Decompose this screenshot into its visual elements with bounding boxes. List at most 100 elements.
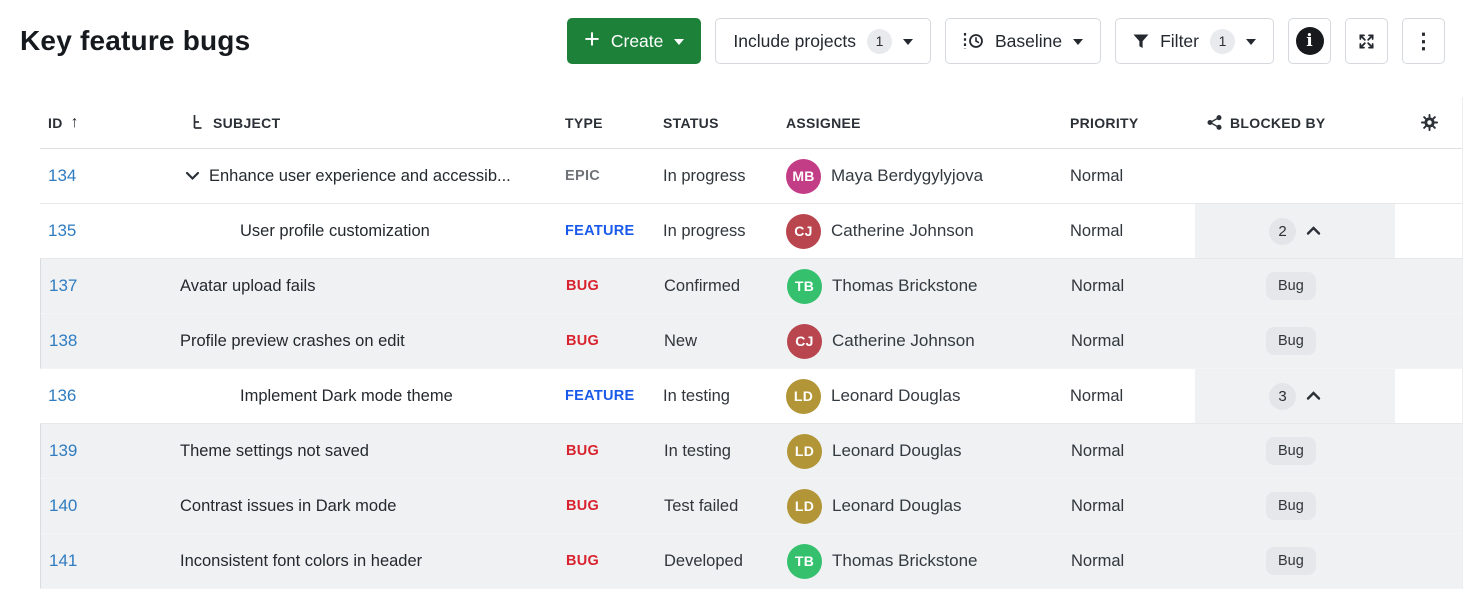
include-projects-label: Include projects (733, 30, 856, 51)
subject-text[interactable]: Implement Dark mode theme (240, 386, 453, 405)
avatar: LD (787, 488, 822, 524)
fullscreen-expand-icon (1357, 32, 1376, 51)
blocked-by-cell: Bug (1196, 259, 1396, 313)
work-package-id-link[interactable]: 137 (49, 276, 78, 295)
type-label[interactable]: BUG (566, 498, 600, 514)
status-label[interactable]: In testing (664, 441, 731, 460)
more-options-button[interactable]: ⋮ (1402, 18, 1445, 64)
table-row[interactable]: 135 User profile customization FEATURE I… (40, 204, 1462, 259)
type-label[interactable]: BUG (566, 333, 600, 349)
relation-type-chip[interactable]: Bug (1266, 492, 1316, 520)
column-header-assignee[interactable]: ASSIGNEE (786, 114, 861, 131)
relation-group-collapse-button[interactable]: 3 (1195, 382, 1321, 410)
blocked-by-cell: Bug (1196, 314, 1396, 368)
table-settings-button[interactable] (1395, 97, 1463, 148)
status-label[interactable]: Confirmed (664, 276, 741, 295)
work-package-id-link[interactable]: 134 (48, 166, 77, 185)
info-button[interactable]: i (1288, 18, 1331, 64)
assignee-cell[interactable]: LD Leonard Douglas (780, 369, 1060, 423)
column-header-status[interactable]: STATUS (663, 114, 719, 131)
assignee-cell[interactable]: MB Maya Berdygylyjova (780, 149, 1060, 203)
assignee-cell[interactable]: TB Thomas Brickstone (781, 259, 1061, 313)
table-row[interactable]: 134 Enhance user experience and accessib… (40, 149, 1462, 204)
table-header-row: ID ↑ SUBJECT TYPE STATUS ASSIGNEE PRIORI… (40, 97, 1462, 149)
table-row[interactable]: 137 Avatar upload fails BUG Confirmed TB… (40, 259, 1462, 314)
assignee-name: Thomas Brickstone (832, 276, 978, 295)
create-button[interactable]: + Create (567, 18, 702, 64)
work-package-id-link[interactable]: 140 (49, 496, 78, 515)
column-header-blocked-by[interactable]: BLOCKED BY (1195, 97, 1395, 148)
column-header-id[interactable]: ID ↑ (40, 97, 140, 148)
priority-label[interactable]: Normal (1071, 496, 1125, 515)
relation-type-chip[interactable]: Bug (1266, 437, 1316, 465)
priority-label[interactable]: Normal (1071, 276, 1125, 295)
include-projects-button[interactable]: Include projects 1 (715, 18, 931, 64)
type-label[interactable]: FEATURE (565, 388, 635, 404)
table-row[interactable]: 136 Implement Dark mode theme FEATURE In… (40, 369, 1462, 424)
work-package-id-link[interactable]: 138 (49, 331, 78, 350)
subject-text[interactable]: User profile customization (240, 221, 430, 240)
status-label[interactable]: In progress (663, 166, 746, 185)
assignee-cell[interactable]: LD Leonard Douglas (781, 424, 1061, 478)
type-label[interactable]: BUG (566, 278, 600, 294)
relation-type-chip[interactable]: Bug (1266, 272, 1316, 300)
status-label[interactable]: In progress (663, 221, 746, 240)
subject-text[interactable]: Profile preview crashes on edit (180, 331, 405, 350)
avatar: TB (787, 543, 822, 579)
work-package-id-link[interactable]: 141 (49, 551, 78, 570)
priority-label[interactable]: Normal (1071, 441, 1125, 460)
subject-text[interactable]: Inconsistent font colors in header (180, 551, 423, 570)
work-package-id-link[interactable]: 135 (48, 221, 77, 240)
table-row[interactable]: 141 Inconsistent font colors in header B… (40, 534, 1462, 589)
blocked-by-cell: 2 (1195, 204, 1395, 258)
table-row[interactable]: 140 Contrast issues in Dark mode BUG Tes… (40, 479, 1462, 534)
priority-label[interactable]: Normal (1071, 331, 1125, 350)
status-label[interactable]: New (664, 331, 698, 350)
priority-label[interactable]: Normal (1070, 166, 1124, 185)
assignee-cell[interactable]: TB Thomas Brickstone (781, 534, 1061, 588)
avatar: TB (787, 268, 822, 304)
type-label[interactable]: FEATURE (565, 223, 635, 239)
assignee-name: Leonard Douglas (832, 496, 962, 515)
priority-label[interactable]: Normal (1070, 221, 1124, 240)
filter-button[interactable]: Filter 1 (1115, 18, 1274, 64)
priority-label[interactable]: Normal (1070, 386, 1124, 405)
subject-text[interactable]: Contrast issues in Dark mode (180, 496, 397, 515)
assignee-cell[interactable]: CJ Catherine Johnson (781, 314, 1061, 368)
subject-text[interactable]: Enhance user experience and accessib... (209, 166, 511, 185)
type-label[interactable]: EPIC (565, 168, 601, 184)
chevron-up-icon (1306, 391, 1321, 401)
hierarchy-collapse-icon[interactable] (185, 171, 200, 181)
table-row[interactable]: 139 Theme settings not saved BUG In test… (40, 424, 1462, 479)
assignee-name: Thomas Brickstone (832, 551, 978, 570)
priority-label[interactable]: Normal (1071, 551, 1125, 570)
status-label[interactable]: In testing (663, 386, 730, 405)
column-header-priority[interactable]: PRIORITY (1070, 114, 1139, 131)
type-label[interactable]: BUG (566, 553, 600, 569)
assignee-cell[interactable]: LD Leonard Douglas (781, 479, 1061, 533)
status-label[interactable]: Test failed (664, 496, 739, 515)
subject-text[interactable]: Theme settings not saved (180, 441, 369, 460)
fullscreen-button[interactable] (1345, 18, 1388, 64)
assignee-cell[interactable]: CJ Catherine Johnson (780, 204, 1060, 258)
create-button-label: Create (610, 30, 664, 51)
work-package-id-link[interactable]: 139 (49, 441, 78, 460)
baseline-button[interactable]: Baseline (944, 18, 1102, 64)
column-header-subject[interactable]: SUBJECT (140, 97, 555, 148)
assignee-name: Catherine Johnson (832, 331, 975, 350)
chevron-up-icon (1306, 226, 1321, 236)
row-settings-cell (1395, 149, 1463, 203)
blocked-by-cell (1195, 149, 1395, 203)
status-label[interactable]: Developed (664, 551, 743, 570)
column-header-type[interactable]: TYPE (565, 114, 603, 131)
chevron-down-icon (674, 39, 685, 45)
relations-icon (1207, 115, 1222, 130)
relation-type-chip[interactable]: Bug (1266, 547, 1316, 575)
subject-text[interactable]: Avatar upload fails (180, 276, 316, 295)
relation-type-chip[interactable]: Bug (1266, 327, 1316, 355)
relation-group-collapse-button[interactable]: 2 (1195, 217, 1321, 245)
work-package-id-link[interactable]: 136 (48, 386, 77, 405)
chevron-down-icon (1246, 39, 1256, 45)
table-row[interactable]: 138 Profile preview crashes on edit BUG … (40, 314, 1462, 369)
type-label[interactable]: BUG (566, 443, 600, 459)
